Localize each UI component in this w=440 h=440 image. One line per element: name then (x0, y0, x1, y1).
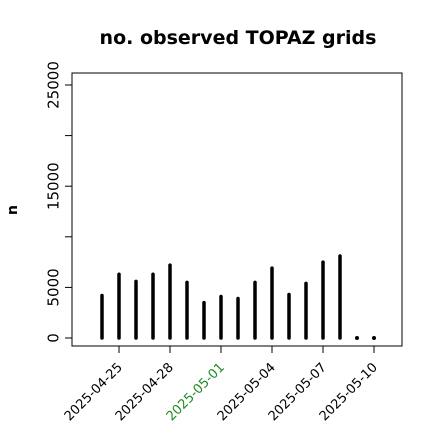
bar-zero-point (355, 336, 359, 340)
y-tick-label: 5000 (45, 268, 63, 306)
x-axis: 2025-04-252025-04-282025-05-012025-05-04… (62, 346, 381, 424)
plot-frame (71, 72, 403, 347)
y-tick-label: 25000 (45, 61, 63, 109)
bars-group (100, 254, 376, 340)
y-axis-label: n (5, 205, 21, 215)
y-axis: 0 5000 15000 25000 (45, 61, 72, 343)
bar-zero-point (372, 336, 376, 340)
chart-title: no. observed TOPAZ grids (100, 27, 377, 49)
y-tick-label: 15000 (45, 162, 63, 210)
y-tick-label: 0 (45, 333, 63, 343)
